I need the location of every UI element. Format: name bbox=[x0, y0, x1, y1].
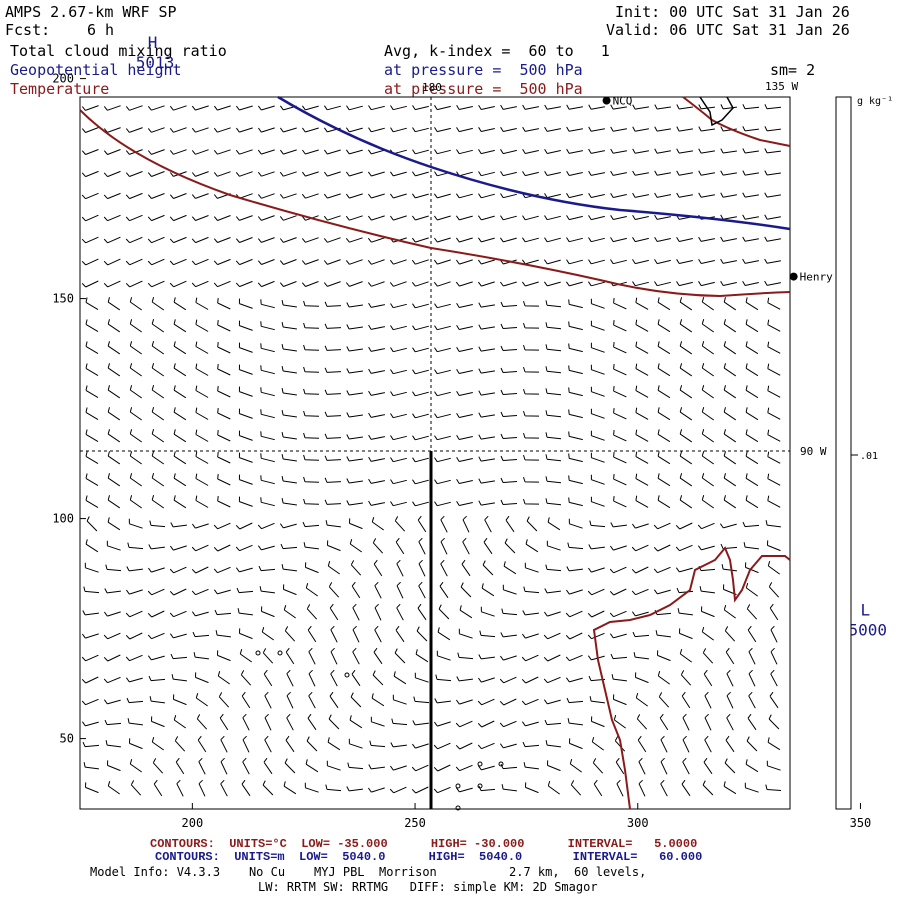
y-axis-tick-label: 50 bbox=[60, 732, 74, 746]
station-dot bbox=[789, 272, 798, 281]
fcst-label: Fcst: bbox=[5, 21, 51, 39]
model-title: AMPS 2.67-km WRF SP bbox=[5, 3, 177, 21]
high-low-letter: L bbox=[860, 600, 870, 619]
cloud-marker bbox=[477, 783, 483, 789]
wind-barbs bbox=[81, 104, 782, 797]
x-axis-tick-label: 300 bbox=[627, 816, 649, 830]
station: NCQ bbox=[602, 95, 633, 108]
high-low-markers: H5013L5000L-36.46L-34.17 bbox=[136, 33, 887, 640]
map-frame bbox=[79, 96, 791, 810]
temp-contour-minus35-north bbox=[79, 109, 791, 298]
cloud-marker bbox=[344, 672, 350, 678]
x-axis-tick-label: 250 bbox=[404, 816, 426, 830]
lon-90w-label: 90 W bbox=[800, 445, 827, 458]
lon-135w-label: 135 W bbox=[765, 80, 798, 93]
field-height-label: Geopotential height bbox=[10, 61, 182, 79]
footer-temp-contours: CONTOURS: UNITS=°C LOW= -35.000 HIGH= -3… bbox=[150, 837, 698, 851]
cloud-marker bbox=[498, 761, 504, 767]
temp-contour-minus30 bbox=[682, 96, 791, 147]
valid-time: Valid: 06 UTC Sat 31 Jan 26 bbox=[606, 21, 850, 39]
high-low-value: 5000 bbox=[848, 620, 887, 639]
cloud-marker bbox=[477, 761, 483, 767]
high-low-value: 5013 bbox=[136, 53, 175, 72]
fcst-value: 6 h bbox=[87, 21, 115, 39]
cloud-marker bbox=[455, 805, 461, 811]
field-cloud-avg: Avg, k-index = 60 to 1 bbox=[384, 42, 610, 60]
station-markers: LY1RBQKLNHRCNCQHenryPG2 bbox=[602, 95, 833, 284]
field-temp-level: at pressure = 500 hPa bbox=[384, 80, 583, 98]
cloud-markers bbox=[255, 650, 504, 811]
colorbar-tick-label: .01 bbox=[860, 451, 878, 462]
y-axis-tick-label: 150 bbox=[52, 292, 74, 306]
colorbar bbox=[835, 96, 852, 810]
wind-barb-field bbox=[81, 104, 782, 797]
axis-ticks: 20025030035040045035030025020015010050 bbox=[52, 72, 872, 830]
cloud-marker bbox=[255, 650, 261, 656]
cloud-marker bbox=[455, 783, 461, 789]
high-low-letter: H bbox=[148, 33, 158, 52]
station-label: NCQ bbox=[613, 95, 633, 108]
x-axis-tick-label: 200 bbox=[182, 816, 204, 830]
temp-contour-minus35-south bbox=[592, 546, 791, 810]
y-axis-tick-label: 200 bbox=[52, 72, 74, 86]
field-temp-label: Temperature bbox=[10, 80, 110, 98]
station-label: Henry bbox=[800, 271, 833, 284]
station: Henry bbox=[789, 271, 833, 284]
init-time: Init: 00 UTC Sat 31 Jan 26 bbox=[615, 3, 850, 21]
footer-physics: LW: RRTM SW: RRTMG DIFF: simple KM: 2D S… bbox=[258, 880, 598, 894]
colorbar-units: g kg⁻¹ bbox=[857, 96, 893, 107]
station-dot bbox=[602, 96, 611, 105]
coastline-north bbox=[699, 96, 734, 127]
field-cloud-label: Total cloud mixing ratio bbox=[10, 42, 227, 60]
lon-180-label: 180 bbox=[422, 81, 442, 94]
footer-model-info: Model Info: V4.3.3 No Cu MYJ PBL Morriso… bbox=[90, 865, 647, 879]
x-axis-tick-label: 350 bbox=[850, 816, 872, 830]
footer-height-contours: CONTOURS: UNITS=m LOW= 5040.0 HIGH= 5040… bbox=[155, 850, 703, 864]
smoothing-label: sm= 2 bbox=[770, 61, 816, 79]
height-contour-5040 bbox=[277, 95, 791, 231]
cloud-marker bbox=[277, 650, 283, 656]
field-height-level: at pressure = 500 hPa bbox=[384, 61, 583, 79]
y-axis-tick-label: 100 bbox=[52, 512, 74, 526]
